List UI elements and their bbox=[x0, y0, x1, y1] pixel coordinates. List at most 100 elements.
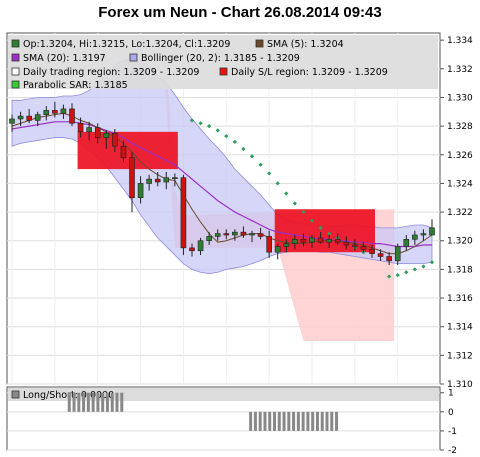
y-tick-label: 1.316 bbox=[447, 294, 473, 304]
long-short-bar bbox=[330, 411, 334, 431]
legend-swatch bbox=[219, 67, 228, 76]
legend-label: Daily S/L region: 1.3209 - 1.3209 bbox=[231, 67, 388, 78]
candle-body bbox=[34, 114, 41, 121]
y-tick-label: -2 bbox=[448, 446, 457, 456]
candle-body bbox=[172, 177, 178, 179]
candle-body bbox=[232, 231, 238, 236]
candle-body bbox=[154, 178, 161, 183]
sar-dot bbox=[249, 154, 255, 159]
candle-body bbox=[60, 108, 67, 114]
legend-swatch bbox=[11, 39, 20, 48]
candle-body bbox=[420, 233, 427, 236]
long-short-bar bbox=[263, 411, 267, 431]
sar-dot bbox=[198, 121, 203, 126]
candle-body bbox=[274, 246, 281, 253]
sar-dot bbox=[215, 128, 220, 133]
candle-body bbox=[17, 115, 24, 120]
long-short-bar bbox=[306, 411, 310, 431]
sar-dot bbox=[412, 267, 417, 272]
long-short-bar bbox=[82, 392, 86, 412]
candle-body bbox=[86, 127, 92, 133]
candle-body bbox=[214, 233, 221, 237]
chart-title: Forex um Neun - Chart 26.08.2014 09:43 bbox=[98, 4, 382, 21]
candle-body bbox=[429, 227, 435, 236]
sar-dot bbox=[267, 171, 272, 176]
candle-body bbox=[120, 145, 127, 158]
legend-box bbox=[8, 35, 438, 89]
daily-sl-region bbox=[77, 131, 178, 170]
long-short-bar bbox=[72, 392, 76, 412]
legend-swatch bbox=[11, 80, 20, 89]
y-tick-label: -1 bbox=[448, 427, 457, 437]
sar-dot bbox=[189, 118, 195, 123]
candle-body bbox=[249, 233, 255, 236]
candle-body bbox=[334, 239, 341, 243]
long-short-bar bbox=[91, 392, 95, 412]
candle-body bbox=[377, 253, 384, 257]
long-short-bar bbox=[301, 411, 305, 431]
candle-body bbox=[369, 249, 375, 254]
long-short-bar bbox=[77, 392, 81, 412]
long-short-bar bbox=[249, 411, 253, 431]
candle-body bbox=[52, 110, 58, 114]
sar-dot bbox=[258, 162, 263, 167]
candle-body bbox=[223, 233, 230, 236]
long-short-bar bbox=[110, 392, 114, 412]
candle-body bbox=[360, 246, 367, 250]
candle-body bbox=[317, 237, 324, 243]
candle-body bbox=[146, 178, 152, 184]
long-short-bar bbox=[335, 411, 339, 431]
candle-body bbox=[412, 234, 418, 240]
y-tick-label: 1.328 bbox=[447, 122, 473, 132]
y-tick-label: 1.310 bbox=[447, 380, 473, 390]
legend-label: Parabolic SAR: 1.3185 bbox=[23, 80, 128, 91]
long-short-bar bbox=[273, 411, 276, 431]
daily-sl-region bbox=[274, 209, 375, 253]
legend-label: Daily trading region: 1.3209 - 1.3209 bbox=[23, 67, 199, 78]
y-tick-label: 1.324 bbox=[447, 179, 473, 189]
legend-swatch bbox=[255, 39, 264, 48]
sar-dot bbox=[395, 272, 400, 278]
sar-dot bbox=[284, 191, 289, 196]
sar-dot bbox=[327, 231, 332, 236]
candle-body bbox=[112, 132, 118, 147]
daily-trading-region bbox=[162, 37, 395, 342]
y-tick-label: 1.312 bbox=[447, 351, 473, 361]
long-short-bar bbox=[292, 411, 296, 431]
long-short-bar bbox=[296, 411, 300, 431]
sar-dot bbox=[387, 274, 392, 279]
candle-body bbox=[343, 241, 350, 246]
long-short-bar bbox=[320, 411, 324, 431]
legend-label: Op:1.3204, Hi:1.3215, Lo:1.3204, Cl:1.32… bbox=[23, 39, 230, 50]
candle-body bbox=[197, 240, 204, 252]
legend-swatch bbox=[11, 53, 20, 62]
candle-body bbox=[403, 239, 410, 247]
sar-dot bbox=[232, 139, 237, 145]
y-tick-label: 1.318 bbox=[447, 265, 473, 275]
sar-dot bbox=[429, 260, 435, 265]
sar-dot bbox=[421, 264, 426, 269]
legend-swatch bbox=[11, 67, 20, 76]
long-short-bar bbox=[67, 392, 71, 412]
long-short-bar bbox=[96, 392, 100, 412]
candle-body bbox=[94, 127, 101, 138]
y-tick-label: 0 bbox=[448, 408, 454, 418]
candle-body bbox=[77, 122, 84, 133]
candle-body bbox=[266, 236, 272, 253]
long-short-bar bbox=[277, 411, 281, 431]
long-short-bar bbox=[287, 411, 291, 431]
candle-body bbox=[163, 177, 170, 183]
long-short-bar bbox=[115, 392, 119, 412]
sar-dot bbox=[318, 225, 323, 230]
candle-body bbox=[137, 183, 144, 199]
candle-body bbox=[352, 244, 358, 247]
y-tick-label: 1 bbox=[448, 389, 454, 399]
y-tick-label: 1.334 bbox=[447, 36, 473, 46]
candle-body bbox=[206, 236, 212, 242]
candle-body bbox=[129, 157, 135, 199]
sma5-line bbox=[11, 112, 433, 255]
sar-dot bbox=[224, 134, 229, 139]
sar-dot bbox=[275, 181, 280, 186]
candle-body bbox=[69, 108, 75, 124]
